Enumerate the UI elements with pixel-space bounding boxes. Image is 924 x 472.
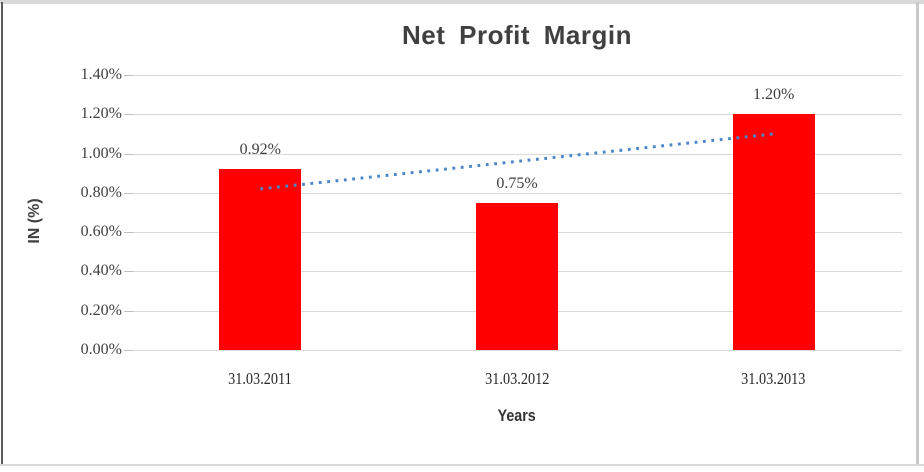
data-label: 0.75% — [496, 174, 538, 192]
y-tick-mark — [124, 193, 133, 194]
data-label: 1.20% — [752, 86, 795, 104]
y-tick-label: 0.20% — [80, 302, 122, 319]
y-tick-label: 1.20% — [80, 105, 122, 122]
gridline — [132, 350, 902, 351]
frame-border-right — [916, 2, 919, 465]
chart-title: Net Profit Margin — [402, 20, 632, 50]
y-tick-label: 0.00% — [80, 341, 122, 358]
x-tick-label-text: 31.03.2012 — [484, 369, 550, 388]
x-tick-label: 31.03.2011 — [170, 368, 350, 390]
bar — [219, 169, 302, 350]
y-tick-mark — [124, 350, 133, 351]
frame-border-bottom — [0, 464, 924, 466]
y-tick-label: 0.80% — [80, 184, 122, 201]
y-tick-label: 0.40% — [80, 262, 122, 279]
x-tick-label-text: 31.03.2013 — [741, 369, 806, 388]
data-label: 0.92% — [239, 141, 281, 159]
gridline — [132, 114, 902, 115]
bar — [476, 202, 558, 350]
x-axis-title: Years — [132, 406, 902, 426]
y-tick-mark — [124, 311, 133, 312]
x-tick-label: 31.03.2013 — [684, 368, 864, 390]
frame-border-top — [0, 0, 924, 4]
y-tick-mark — [124, 154, 133, 155]
x-tick-label-text: 31.03.2011 — [228, 369, 293, 388]
bar — [732, 114, 815, 350]
y-tick-mark — [124, 114, 133, 115]
gridline — [132, 75, 902, 76]
y-tick-mark — [124, 75, 133, 76]
x-axis-title-text: Years — [497, 406, 537, 425]
y-tick-label: 0.60% — [80, 223, 122, 240]
y-tick-label: 1.00% — [80, 145, 122, 162]
y-tick-mark — [124, 271, 133, 272]
x-tick-label: 31.03.2012 — [427, 368, 607, 390]
gridline — [132, 193, 902, 194]
y-tick-mark — [124, 232, 133, 233]
y-tick-label: 1.40% — [80, 66, 122, 83]
frame-border-left — [1, 2, 3, 466]
